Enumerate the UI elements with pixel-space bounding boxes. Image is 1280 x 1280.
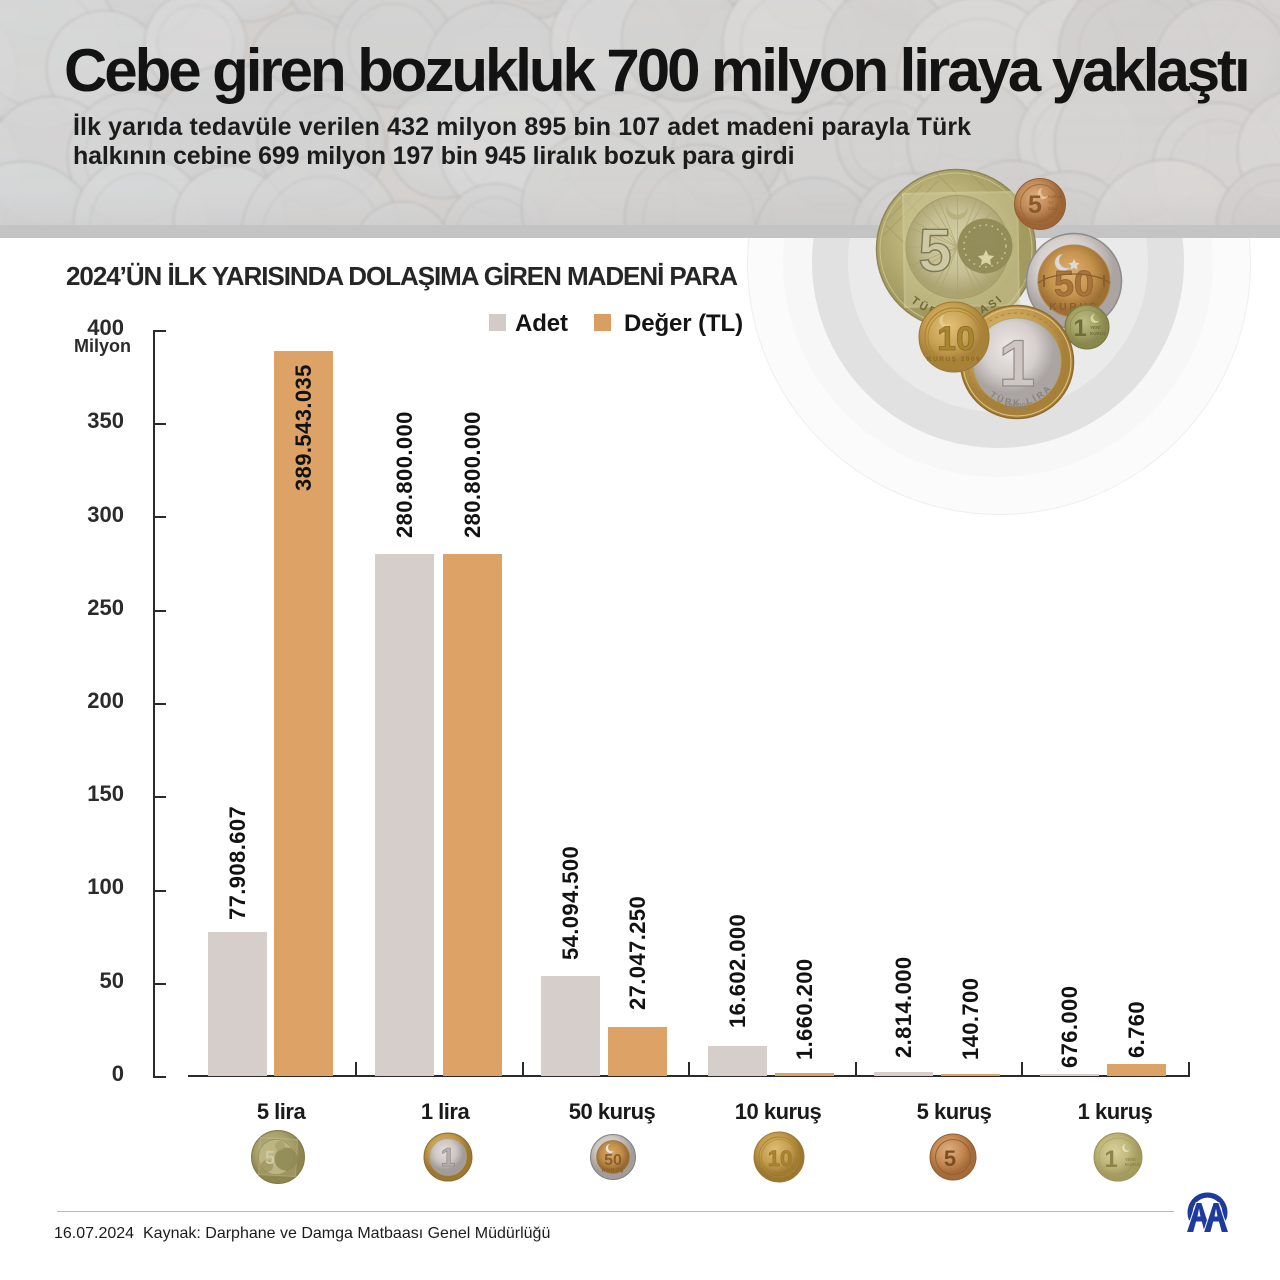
svg-text:(2009): (2009) <box>1005 402 1028 411</box>
svg-text:50: 50 <box>604 1152 622 1169</box>
svg-text:1: 1 <box>1073 315 1086 342</box>
svg-text:2024: 2024 <box>1048 206 1058 211</box>
svg-text:1: 1 <box>441 1142 455 1172</box>
svg-text:5: 5 <box>265 1148 275 1168</box>
svg-text:10: 10 <box>937 320 975 358</box>
svg-text:KURUŞ: KURUŞ <box>1090 331 1106 336</box>
svg-text:5: 5 <box>944 1146 956 1171</box>
svg-text:1: 1 <box>999 326 1036 400</box>
svg-text:YENİ: YENİ <box>1090 324 1101 330</box>
svg-text:KURUŞ: KURUŞ <box>602 1168 625 1174</box>
svg-text:5: 5 <box>918 217 951 284</box>
svg-text:TC: TC <box>1048 200 1053 205</box>
svg-text:KURUŞ 2009: KURUŞ 2009 <box>927 356 981 363</box>
svg-text:YENİ: YENİ <box>1125 1156 1136 1162</box>
svg-text:5: 5 <box>1028 191 1042 219</box>
svg-text:50: 50 <box>1054 263 1094 304</box>
svg-text:KURUŞ: KURUŞ <box>1048 194 1062 199</box>
svg-text:1: 1 <box>1104 1146 1117 1173</box>
svg-text:10: 10 <box>768 1146 792 1171</box>
svg-text:KURUŞ: KURUŞ <box>1125 1162 1141 1167</box>
